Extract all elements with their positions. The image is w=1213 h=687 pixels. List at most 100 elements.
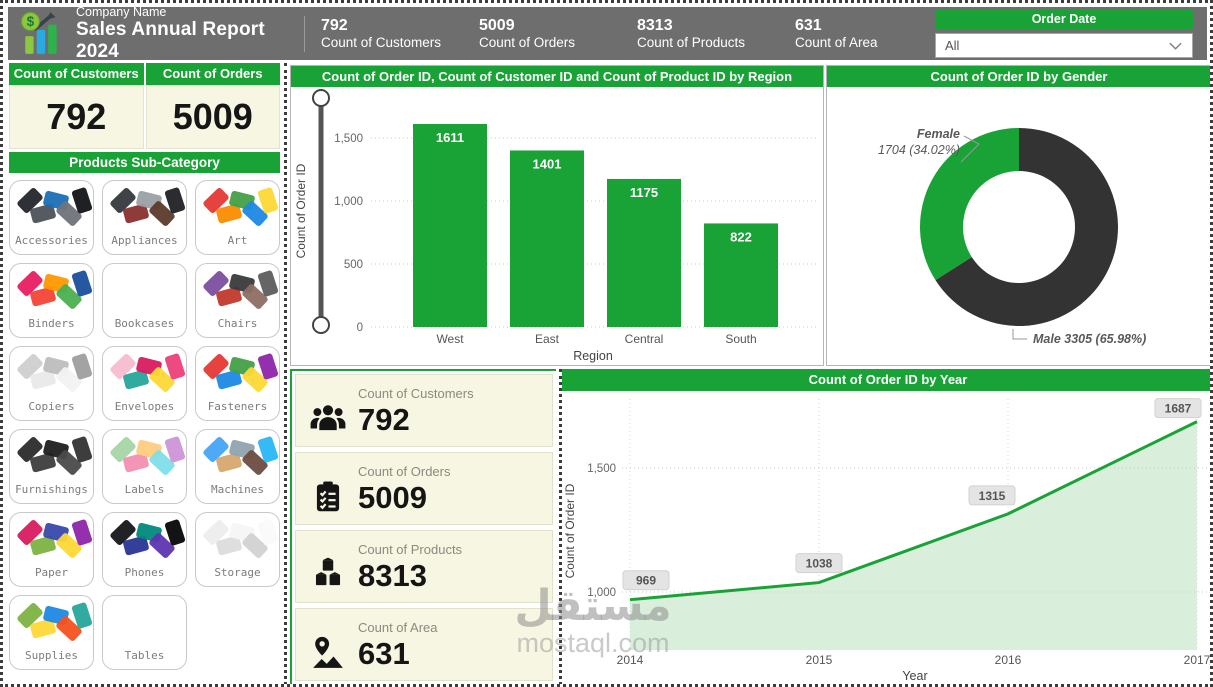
products-subcategory-header: Products Sub-Category [9,152,280,173]
company-name: Company Name [76,4,167,19]
product-card-supplies[interactable]: Supplies [9,595,94,670]
product-card-appliances[interactable]: Appliances [102,180,187,255]
kpi-card-count-of-orders[interactable]: Count of Orders 5009 [295,452,553,525]
bar-chart-panel: Count of Order ID, Count of Customer ID … [290,65,824,366]
header-kpi-3: 631 Count of Area [795,17,953,50]
slicer-title: Order Date [935,10,1193,29]
mini-card-value-0: 792 [9,85,144,149]
range-slider-handle-top[interactable] [312,89,330,107]
product-label: Paper [34,566,69,579]
header-kpi-value: 631 [795,17,822,34]
header-bar: $ Company Name Sales Annual Report 2024 … [8,5,1207,63]
kpi-card-label: Count of Customers [358,386,474,401]
product-card-phones[interactable]: Phones [102,512,187,587]
kpi-cards-panel: Count of Customers 792 Count of Orders 5009… [290,369,556,684]
kpi-card-count-of-products[interactable]: Count of Products 8313 [295,530,553,603]
callout-line-male [1012,329,1027,340]
product-card-chairs[interactable]: Chairs [195,263,280,338]
users-icon [309,400,347,438]
product-card-accessories[interactable]: Accessories [9,180,94,255]
bar-south[interactable] [704,223,778,327]
product-image-chairs [196,268,279,314]
product-card-tables[interactable]: Tables [102,595,187,670]
product-label: Supplies [25,649,78,662]
bar-y-tick-label: 1,000 [334,196,363,208]
area-x-axis-title: Year [902,669,927,683]
product-card-art[interactable]: Art [195,180,280,255]
bar-x-tick-label: Central [625,332,664,346]
product-image-tables [103,600,186,646]
donut-slice-male[interactable] [935,128,1118,326]
bar-east[interactable] [510,150,584,327]
product-image-binders [10,268,93,314]
clipboard-icon [309,478,347,516]
donut-chart: Female 1704 (34.02%) Male 3305 (65.98%) [878,127,1146,346]
header-kpis: 792 Count of Customers 5009 Count of Orders… [321,17,953,50]
bar-x-tick-label: West [436,332,464,346]
product-image-labels [103,434,186,480]
product-card-binders[interactable]: Binders [9,263,94,338]
order-date-slicer: Order Date All [935,10,1193,58]
bar-central[interactable] [607,178,681,327]
bar-data-label: 822 [730,229,752,244]
mini-card-values: 792 5009 [9,85,280,149]
header-kpi-label: Count of Products [637,35,746,50]
product-label: Storage [214,566,261,579]
mini-card-header-1: Count of Orders [145,63,280,85]
bar-y-axis-title: Count of Order ID [294,163,308,258]
product-grid: Accessories Appliances Art Binders Bookcases… [9,180,280,670]
product-image-art [196,185,279,231]
range-slider-handle-bottom[interactable] [312,316,330,334]
area-y-tick-label: 1,500 [587,463,616,475]
product-card-bookcases[interactable]: Bookcases [102,263,187,338]
product-card-labels[interactable]: Labels [102,429,187,504]
cubes-icon [309,556,347,594]
area-chart-title: Count of Order ID by Year [562,369,1210,391]
area-y-tick-label: 1,000 [587,587,616,599]
product-image-supplies [10,600,93,646]
product-card-paper[interactable]: Paper [9,512,94,587]
area-data-label: 1687 [1165,402,1192,416]
area-line[interactable] [629,420,1198,602]
company-block: Company Name Sales Annual Report 2024 [76,5,304,63]
bar-y-tick-label: 1,500 [334,133,363,145]
product-image-phones [103,517,186,563]
product-label: Chairs [217,317,258,330]
chevron-down-icon [1169,42,1182,50]
product-card-envelopes[interactable]: Envelopes [102,346,187,421]
product-image-bookcases [103,268,186,314]
header-kpi-value: 8313 [637,17,673,34]
area-data-label-chip [968,485,1016,506]
product-card-copiers[interactable]: Copiers [9,346,94,421]
area-x-tick-label: 2015 [806,653,833,667]
product-image-furnishings [10,434,93,480]
product-label: Fasteners [207,400,268,413]
kpi-card-count-of-customers[interactable]: Count of Customers 792 [295,374,553,447]
product-card-fasteners[interactable]: Fasteners [195,346,280,421]
kpi-card-value: 5009 [358,480,427,515]
product-label: Bookcases [114,317,175,330]
bar-data-label: 1401 [533,156,562,171]
donut-chart-panel: Count of Order ID by Gender Female 1704 (… [826,65,1210,366]
product-image-appliances [103,185,186,231]
area-data-label-chip [622,570,670,591]
product-card-machines[interactable]: Machines [195,429,280,504]
donut-chart-title: Count of Order ID by Gender [827,66,1210,87]
donut-slice-female[interactable] [920,128,1019,281]
product-card-furnishings[interactable]: Furnishings [9,429,94,504]
kpi-card-value: 631 [358,636,410,671]
product-image-accessories [10,185,93,231]
left-panel: Count of Customers Count of Orders 792 500… [8,63,287,684]
product-image-copiers [10,351,93,397]
header-kpi-label: Count of Area [795,35,878,50]
area-fill [630,421,1197,650]
kpi-card-value: 8313 [358,558,427,593]
kpi-card-count-of-area[interactable]: Count of Area 631 [295,608,553,681]
order-date-dropdown[interactable]: All [935,33,1193,58]
product-card-storage[interactable]: Storage [195,512,280,587]
header-kpi-value: 5009 [479,17,515,34]
mini-card-value-1: 5009 [145,85,280,149]
bar-data-label: 1611 [436,130,464,145]
bar-west[interactable] [413,124,487,327]
